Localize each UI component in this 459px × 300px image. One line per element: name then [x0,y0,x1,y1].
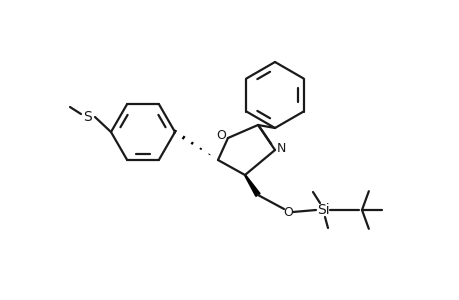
Text: O: O [216,128,225,142]
Text: O: O [282,206,292,218]
Text: N: N [276,142,286,154]
Polygon shape [244,175,259,196]
Text: S: S [84,110,92,124]
Text: Si: Si [316,203,329,217]
